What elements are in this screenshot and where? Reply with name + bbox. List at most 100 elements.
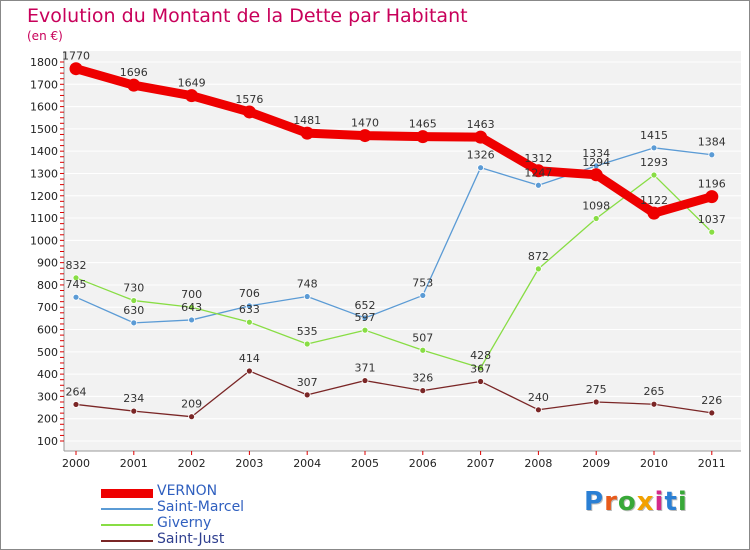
data-label: 1415 <box>640 129 668 142</box>
data-label: 633 <box>239 303 260 316</box>
data-point <box>361 314 369 322</box>
data-point <box>535 406 542 414</box>
legend-label: Giverny <box>157 515 212 531</box>
data-label: 1312 <box>524 152 552 165</box>
y-tick-label: 1600 <box>30 101 58 114</box>
data-label: 745 <box>66 278 87 291</box>
data-label: 428 <box>470 349 491 362</box>
y-tick-label: 1800 <box>30 56 58 69</box>
data-label: 1326 <box>467 149 495 162</box>
y-tick-label: 200 <box>37 413 58 426</box>
data-label: 1293 <box>640 156 668 169</box>
data-point <box>535 265 542 273</box>
logo-letter: P <box>584 487 605 517</box>
x-tick-label: 2000 <box>62 457 90 470</box>
data-point <box>358 129 372 143</box>
data-point <box>242 105 256 119</box>
data-label: 872 <box>528 250 549 263</box>
series-line-saint-marcel <box>75 147 713 324</box>
data-point <box>303 340 311 348</box>
data-label: 1470 <box>351 117 379 130</box>
data-point <box>592 398 600 406</box>
data-point <box>474 130 488 144</box>
data-label: 1696 <box>120 66 148 79</box>
data-point <box>185 89 199 103</box>
data-point <box>419 292 427 299</box>
logo-letter: r <box>604 487 618 517</box>
y-tick-label: 500 <box>37 346 58 359</box>
data-point <box>245 302 253 310</box>
data-label: 753 <box>412 276 433 289</box>
logo-letter: x <box>636 487 655 517</box>
data-label: 234 <box>123 392 144 405</box>
data-point <box>188 316 196 324</box>
data-point <box>245 367 253 375</box>
logo-letter: t <box>664 487 678 517</box>
x-tick-label: 2003 <box>235 457 263 470</box>
data-point <box>127 78 141 92</box>
data-label: 367 <box>470 362 491 375</box>
logo-letter: i <box>677 487 688 517</box>
data-label: 275 <box>586 383 607 396</box>
x-tick-label: 2001 <box>120 457 148 470</box>
data-label: 265 <box>644 385 665 398</box>
data-point <box>708 228 716 236</box>
x-tick-label: 2011 <box>698 457 726 470</box>
data-label: 1770 <box>62 50 90 63</box>
x-tick-label: 2007 <box>467 457 495 470</box>
data-point <box>130 297 138 304</box>
legend: VERNON Saint-Marcel Giverny Saint-Just <box>101 483 301 549</box>
plot-area <box>64 51 741 451</box>
legend-item: Giverny <box>101 515 301 533</box>
data-label: 209 <box>181 398 202 411</box>
data-label: 226 <box>701 394 722 407</box>
logo-letter: o <box>617 487 637 517</box>
data-point <box>647 206 661 220</box>
data-label: 630 <box>123 304 144 317</box>
data-label: 1098 <box>582 200 610 213</box>
data-point <box>188 413 196 421</box>
data-point <box>650 144 658 152</box>
y-tick-label: 800 <box>37 279 58 292</box>
x-tick-label: 2010 <box>640 457 668 470</box>
legend-swatch <box>101 524 153 526</box>
data-label: 1196 <box>698 178 726 191</box>
y-tick-label: 1500 <box>30 123 58 136</box>
data-point <box>708 151 716 159</box>
x-tick-label: 2002 <box>178 457 206 470</box>
data-label: 1334 <box>582 147 610 160</box>
data-label: 706 <box>239 287 260 300</box>
legend-swatch <box>101 540 153 542</box>
legend-label: VERNON <box>157 483 218 499</box>
data-label: 1122 <box>640 194 668 207</box>
data-point <box>535 181 542 189</box>
data-label: 1384 <box>698 136 726 149</box>
y-tick-label: 100 <box>37 435 58 448</box>
data-point <box>416 130 430 144</box>
data-label: 832 <box>66 259 87 272</box>
y-tick-label: 1100 <box>30 212 58 225</box>
data-point <box>303 293 311 300</box>
data-label: 748 <box>297 278 318 291</box>
series-line-giverny <box>75 174 713 369</box>
data-label: 371 <box>355 362 376 375</box>
data-label: 240 <box>528 391 549 404</box>
data-label: 643 <box>181 301 202 314</box>
data-label: 597 <box>355 311 376 324</box>
data-label: 326 <box>412 372 433 385</box>
chart-title: Evolution du Montant de la Dette par Hab… <box>27 5 468 27</box>
data-point <box>650 171 658 179</box>
data-point <box>303 391 311 399</box>
data-label: 730 <box>123 282 144 295</box>
y-tick-label: 1400 <box>30 145 58 158</box>
data-point <box>361 377 369 384</box>
data-point <box>477 164 485 172</box>
logo-letter: i <box>654 487 665 517</box>
data-label: 264 <box>66 385 87 398</box>
legend-item: VERNON <box>101 483 301 501</box>
x-tick-label: 2009 <box>582 457 610 470</box>
proxiti-logo: Proxiti <box>584 487 688 517</box>
data-point <box>705 190 719 204</box>
